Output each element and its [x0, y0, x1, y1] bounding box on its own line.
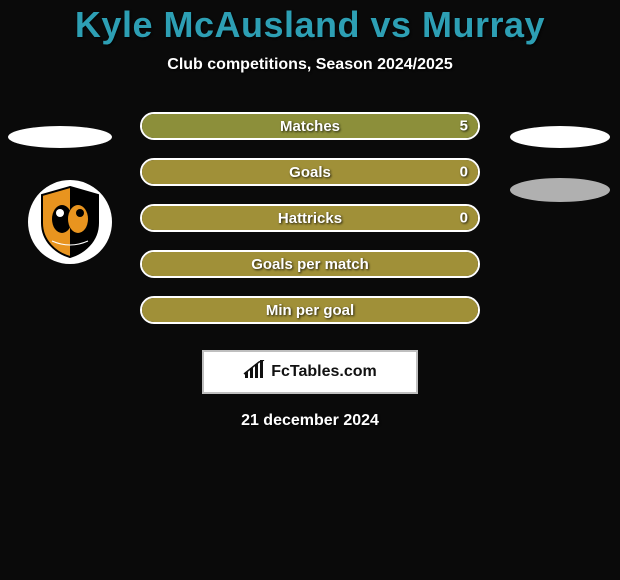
stat-label: Matches	[280, 118, 340, 135]
stat-bar: Goals per match	[140, 250, 480, 278]
stat-bar: Hattricks 0	[140, 204, 480, 232]
stat-value: 0	[460, 210, 468, 227]
stat-label: Min per goal	[266, 302, 354, 319]
watermark: FcTables.com	[202, 350, 418, 394]
subtitle: Club competitions, Season 2024/2025	[0, 56, 620, 74]
date-line: 21 december 2024	[0, 412, 620, 430]
stat-bar: Goals 0	[140, 158, 480, 186]
stat-label: Hattricks	[278, 210, 342, 227]
watermark-text: FcTables.com	[271, 363, 377, 381]
comparison-card: Kyle McAusland vs Murray Club competitio…	[0, 0, 620, 430]
page-title: Kyle McAusland vs Murray	[0, 4, 620, 46]
stat-bar: Min per goal	[140, 296, 480, 324]
chart-icon	[243, 360, 265, 385]
stat-row: Goals 0	[0, 158, 620, 204]
stat-label: Goals per match	[251, 256, 369, 273]
stat-value: 0	[460, 164, 468, 181]
stat-row: Hattricks 0	[0, 204, 620, 250]
stat-label: Goals	[289, 164, 331, 181]
stat-row: Matches 5	[0, 112, 620, 158]
stat-value: 5	[460, 118, 468, 135]
stat-row: Min per goal	[0, 296, 620, 342]
stat-row: Goals per match	[0, 250, 620, 296]
stat-bar: Matches 5	[140, 112, 480, 140]
stats-bars: Matches 5 Goals 0 Hattricks 0 Goals per match M…	[0, 112, 620, 342]
